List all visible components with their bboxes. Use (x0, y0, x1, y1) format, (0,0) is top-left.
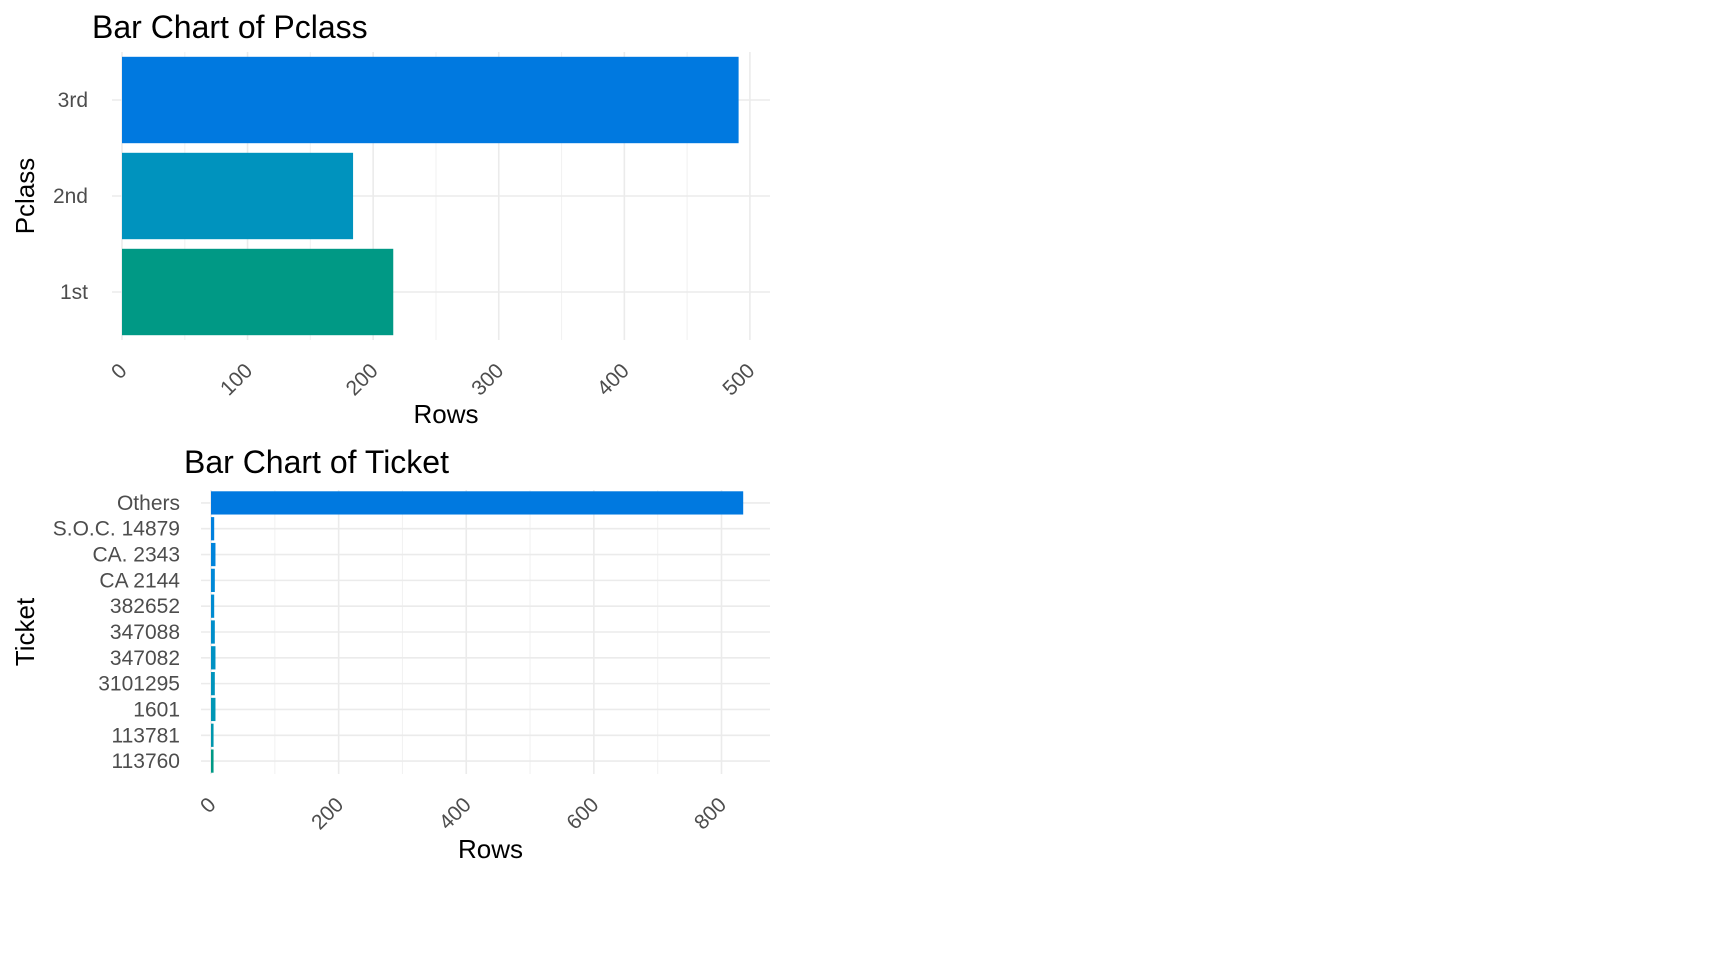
bar (211, 517, 215, 541)
chart-title: Bar Chart of Pclass (92, 9, 368, 45)
bar (211, 749, 214, 773)
bar (211, 646, 216, 670)
x-tick-label: 200 (342, 359, 383, 400)
y-tick-label: CA. 2343 (92, 544, 180, 567)
y-tick-label: Others (117, 492, 180, 515)
y-tick-label: 2nd (53, 185, 88, 208)
bar (122, 248, 394, 336)
pclass-chart: 1st 2nd 3rd 0 100 200 300 400 500 Bar Chart of Pc… (10, 9, 770, 429)
y-axis-title: Ticket (10, 597, 40, 666)
x-tick-label: 800 (690, 793, 731, 834)
y-tick-label: 113781 (111, 724, 180, 747)
x-tick-label: 600 (562, 793, 603, 834)
y-axis-title: Pclass (10, 158, 40, 235)
y-tick-label: CA 2144 (99, 569, 180, 592)
chart-title: Bar Chart of Ticket (184, 444, 449, 480)
bar (211, 620, 215, 644)
bar (211, 542, 216, 567)
bar (211, 594, 215, 618)
y-tick-label: 347088 (110, 621, 180, 644)
x-tick-label: 500 (718, 359, 759, 400)
gridlines (201, 490, 770, 774)
bar (122, 152, 354, 240)
y-tick-label: 113760 (111, 750, 180, 773)
x-tick-label: 200 (307, 793, 348, 834)
x-tick-label: 0 (196, 793, 221, 818)
x-tick-label: 400 (435, 793, 476, 834)
y-tick-label: 382652 (110, 595, 180, 618)
x-tick-label: 100 (216, 359, 257, 400)
x-tick-label: 400 (593, 359, 634, 400)
bars (122, 56, 739, 336)
y-tick-label: 3rd (58, 89, 88, 112)
x-tick-labels: 0 200 400 600 800 (196, 793, 731, 834)
x-tick-label: 0 (107, 359, 132, 384)
y-tick-label: 347082 (110, 647, 180, 670)
x-tick-label: 300 (467, 359, 508, 400)
x-axis-title: Rows (458, 834, 523, 864)
bar (211, 568, 215, 592)
x-tick-labels: 0 100 200 300 400 500 (107, 359, 759, 400)
y-tick-label: 1601 (133, 698, 180, 721)
y-tick-label: 1st (60, 281, 88, 304)
bar (122, 56, 739, 144)
y-tick-labels: 1st 2nd 3rd (53, 89, 88, 304)
y-tick-label: S.O.C. 14879 (53, 518, 180, 541)
bar (211, 723, 214, 747)
y-tick-label: 3101295 (98, 673, 180, 696)
bar (211, 672, 215, 696)
bar (211, 697, 216, 722)
x-axis-title: Rows (413, 399, 478, 429)
bar (211, 491, 744, 515)
bars (211, 491, 744, 773)
